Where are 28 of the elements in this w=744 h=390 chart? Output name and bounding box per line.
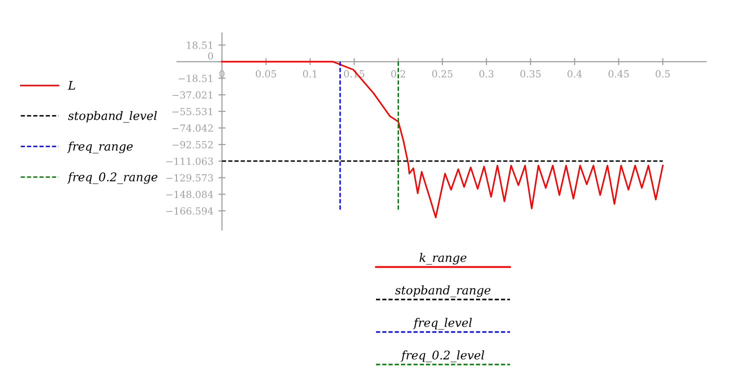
x-tick-label: 0.1 <box>303 70 316 78</box>
y-tick-label: −37.021 <box>172 91 212 99</box>
x-tick-label: 0.2 <box>391 70 406 78</box>
y-tick-label: −18.51 <box>178 74 212 82</box>
x-tick-label: 0.35 <box>520 70 541 78</box>
y-tick-label: 18.51 <box>186 42 212 49</box>
legend-label: freq_range <box>67 142 133 154</box>
y-tick-label: −92.552 <box>172 141 213 148</box>
y-tick-label: −148.084 <box>166 190 214 198</box>
y-tick-label: −166.594 <box>166 207 214 215</box>
x-tick-label: 0.05 <box>256 70 276 78</box>
text: freq_level <box>412 318 472 330</box>
x-tick-label: 0.45 <box>608 70 629 78</box>
legend-label: freq_0.2_range <box>67 172 158 184</box>
y-tick-label: −55.531 <box>172 108 212 116</box>
y-tick-label: −74.042 <box>172 124 213 132</box>
legend-label: stopband_level <box>68 110 157 123</box>
legend-label: L <box>68 80 76 90</box>
x-tick-label: 0.5 <box>656 70 670 78</box>
y-tick-label: −129.573 <box>166 174 213 182</box>
y-tick-label: −111.063 <box>166 158 213 165</box>
x-tick-label: 0.4 <box>568 70 582 78</box>
text: freq_0.2_level <box>400 350 484 362</box>
text: k_range <box>420 252 466 265</box>
text: stopband_range <box>395 285 490 298</box>
x-tick-label: 0.25 <box>432 70 452 78</box>
y-tick-label: 0 <box>208 52 213 60</box>
x-tick-label: 0.3 <box>479 70 494 78</box>
